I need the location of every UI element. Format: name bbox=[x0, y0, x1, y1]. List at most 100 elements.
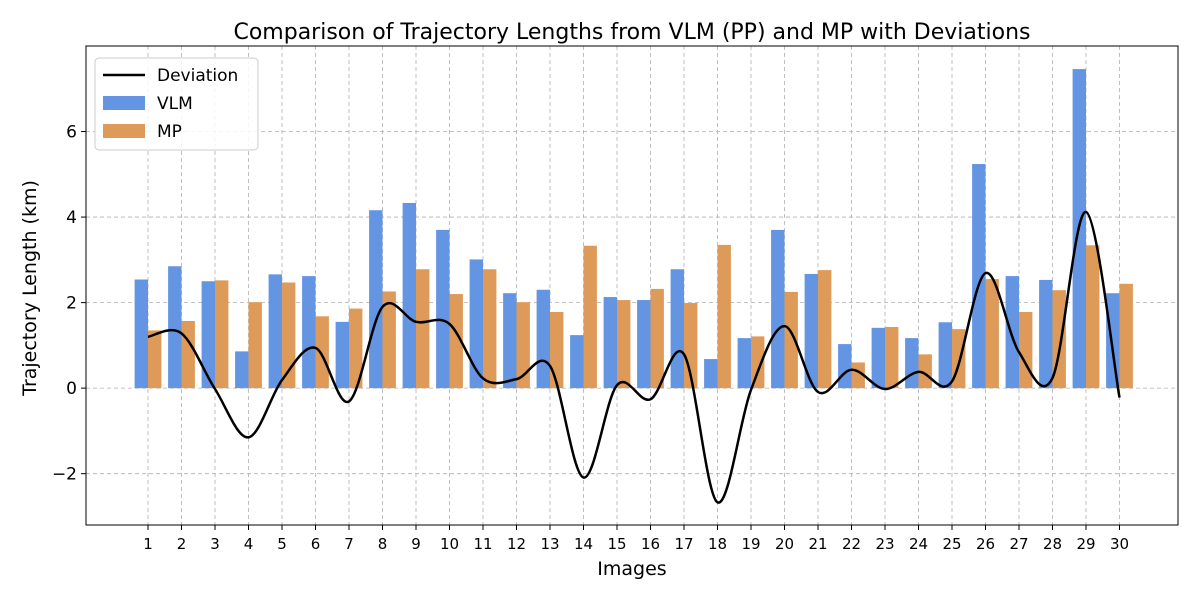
bar-vlm-18 bbox=[704, 359, 718, 389]
bar-vlm-24 bbox=[905, 338, 919, 389]
bar-vlm-3 bbox=[201, 281, 215, 389]
x-tick-label: 13 bbox=[540, 535, 559, 553]
bar-mp-9 bbox=[416, 269, 430, 389]
x-tick-label: 16 bbox=[641, 535, 660, 553]
bar-mp-13 bbox=[550, 312, 564, 389]
bar-mp-14 bbox=[583, 245, 597, 389]
bar-mp-23 bbox=[885, 326, 899, 389]
bar-mp-24 bbox=[918, 354, 932, 389]
x-tick-label: 10 bbox=[440, 535, 459, 553]
x-tick-label: 2 bbox=[177, 535, 187, 553]
bar-mp-20 bbox=[784, 291, 798, 389]
x-axis-label: Images bbox=[597, 558, 666, 580]
y-axis-label: Trajectory Length (km) bbox=[19, 180, 41, 397]
bar-vlm-10 bbox=[436, 229, 450, 389]
legend-swatch-mp bbox=[103, 124, 145, 138]
bar-vlm-30 bbox=[1106, 293, 1120, 389]
bar-mp-19 bbox=[751, 336, 765, 389]
bar-vlm-9 bbox=[402, 202, 416, 389]
bar-vlm-17 bbox=[670, 269, 684, 389]
bar-vlm-8 bbox=[369, 210, 383, 389]
x-tick-label: 19 bbox=[741, 535, 760, 553]
bar-vlm-12 bbox=[503, 293, 517, 389]
legend-swatch-vlm bbox=[103, 96, 145, 110]
x-tick-label: 20 bbox=[775, 535, 794, 553]
x-tick-label: 18 bbox=[708, 535, 727, 553]
bar-vlm-15 bbox=[603, 297, 617, 389]
bar-vlm-20 bbox=[771, 229, 785, 389]
deviation-line bbox=[147, 210, 1121, 504]
y-tick-label: 6 bbox=[66, 123, 77, 143]
x-tick-label: 9 bbox=[411, 535, 421, 553]
x-tick-label: 23 bbox=[875, 535, 894, 553]
bar-mp-26 bbox=[985, 279, 999, 389]
bar-mp-29 bbox=[1086, 245, 1100, 389]
x-tick-label: 3 bbox=[210, 535, 220, 553]
x-tick-label: 26 bbox=[976, 535, 995, 553]
bar-mp-1 bbox=[148, 330, 162, 389]
y-tick-label: −2 bbox=[52, 465, 77, 485]
bar-vlm-14 bbox=[570, 335, 584, 389]
bar-mp-15 bbox=[617, 300, 631, 389]
bar-mp-6 bbox=[315, 316, 329, 389]
deviation-line-layer bbox=[147, 210, 1121, 504]
legend-label-vlm: VLM bbox=[157, 94, 193, 114]
legend-label-deviation: Deviation bbox=[157, 66, 238, 86]
x-tick-label: 27 bbox=[1009, 535, 1028, 553]
bar-vlm-22 bbox=[838, 344, 852, 389]
bar-vlm-11 bbox=[469, 259, 483, 389]
legend-label-mp: MP bbox=[157, 122, 182, 142]
legend: Deviation VLM MP bbox=[94, 57, 259, 151]
bar-vlm-7 bbox=[335, 321, 349, 389]
x-tick-label: 1 bbox=[143, 535, 153, 553]
x-tick-label: 21 bbox=[808, 535, 827, 553]
bar-vlm-16 bbox=[637, 300, 651, 389]
bar-mp-7 bbox=[349, 308, 363, 389]
y-tick-label: 2 bbox=[66, 294, 77, 314]
x-tick-label: 7 bbox=[344, 535, 354, 553]
x-tick-label: 12 bbox=[507, 535, 526, 553]
bar-vlm-28 bbox=[1039, 279, 1053, 389]
bar-mp-21 bbox=[818, 270, 832, 389]
x-tick-label: 4 bbox=[244, 535, 254, 553]
bar-vlm-25 bbox=[938, 322, 952, 389]
x-tick-label: 14 bbox=[574, 535, 593, 553]
bar-vlm-6 bbox=[302, 276, 316, 389]
bar-mp-4 bbox=[248, 302, 262, 389]
x-tick-label: 24 bbox=[909, 535, 928, 553]
bar-vlm-26 bbox=[972, 164, 986, 389]
y-tick-label: 0 bbox=[66, 379, 77, 399]
bar-vlm-19 bbox=[737, 338, 751, 389]
x-tick-label: 15 bbox=[607, 535, 626, 553]
x-tick-label: 30 bbox=[1110, 535, 1129, 553]
x-tick-label: 11 bbox=[473, 535, 492, 553]
bar-mp-18 bbox=[717, 244, 731, 389]
bar-mp-3 bbox=[215, 280, 229, 389]
plot-frame bbox=[85, 45, 1179, 526]
bar-vlm-4 bbox=[235, 351, 249, 389]
bar-mp-30 bbox=[1119, 283, 1133, 389]
y-tick-label: 4 bbox=[66, 208, 77, 228]
x-tick-label: 8 bbox=[378, 535, 388, 553]
bar-vlm-23 bbox=[871, 327, 885, 389]
bar-vlm-5 bbox=[268, 274, 282, 389]
bar-vlm-1 bbox=[134, 279, 148, 389]
bar-mp-5 bbox=[282, 282, 296, 389]
x-tick-label: 29 bbox=[1076, 535, 1095, 553]
bar-vlm-2 bbox=[168, 266, 182, 389]
bar-vlm-21 bbox=[804, 273, 818, 389]
x-tick-label: 5 bbox=[277, 535, 287, 553]
bar-vlm-27 bbox=[1005, 276, 1019, 389]
bar-vlm-13 bbox=[536, 289, 550, 389]
bar-mp-11 bbox=[483, 269, 497, 389]
chart-title: Comparison of Trajectory Lengths from VL… bbox=[233, 20, 1030, 45]
bar-mp-16 bbox=[650, 288, 664, 389]
bars-layer bbox=[134, 69, 1133, 389]
x-tick-label: 25 bbox=[942, 535, 961, 553]
bar-mp-10 bbox=[449, 294, 463, 389]
bar-mp-8 bbox=[382, 291, 396, 389]
bar-mp-27 bbox=[1019, 312, 1033, 389]
